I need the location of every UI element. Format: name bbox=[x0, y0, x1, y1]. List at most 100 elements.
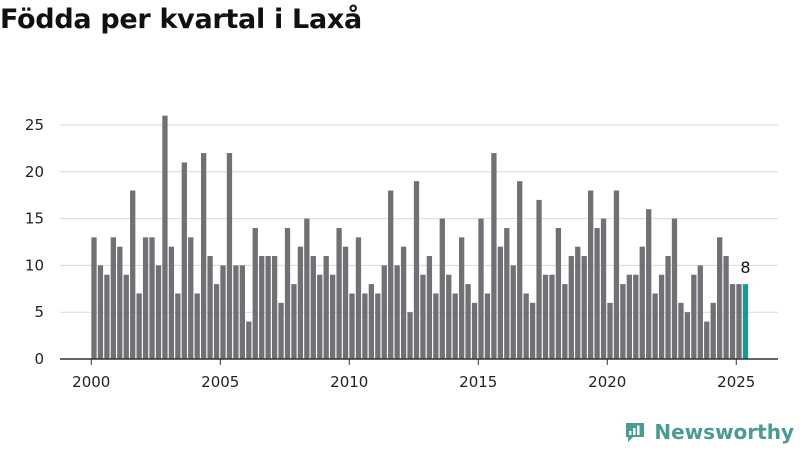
bar bbox=[568, 256, 574, 359]
bar bbox=[549, 274, 555, 359]
bar bbox=[400, 246, 407, 359]
y-tick-label: 15 bbox=[25, 210, 44, 228]
bar bbox=[736, 284, 742, 359]
bar bbox=[213, 284, 220, 359]
bar bbox=[704, 321, 710, 359]
bar bbox=[684, 312, 691, 359]
bar bbox=[388, 190, 394, 359]
y-tick-label: 5 bbox=[34, 303, 44, 321]
bar bbox=[433, 293, 439, 359]
bar bbox=[529, 302, 536, 359]
bar bbox=[123, 274, 129, 359]
bar bbox=[491, 153, 497, 359]
bar bbox=[297, 246, 304, 359]
bar bbox=[729, 284, 736, 359]
bar bbox=[646, 209, 652, 359]
bar bbox=[484, 293, 491, 359]
bar bbox=[478, 218, 484, 359]
brand-logo: Newsworthy bbox=[624, 420, 794, 444]
bar bbox=[188, 237, 194, 359]
bar bbox=[201, 153, 207, 359]
bar bbox=[697, 265, 703, 359]
bar bbox=[691, 274, 697, 359]
bar bbox=[239, 265, 245, 359]
bar bbox=[136, 293, 142, 359]
bar bbox=[336, 227, 342, 359]
bar bbox=[162, 115, 168, 359]
bar bbox=[420, 274, 426, 359]
bar bbox=[555, 227, 562, 359]
bar bbox=[207, 256, 213, 359]
chart-title: Födda per kvartal i Laxå bbox=[0, 4, 362, 35]
bar bbox=[310, 256, 316, 359]
bar bbox=[304, 218, 310, 359]
bar bbox=[220, 265, 226, 359]
bar bbox=[452, 293, 458, 359]
bar bbox=[671, 218, 678, 359]
bar bbox=[362, 293, 368, 359]
bar bbox=[620, 284, 626, 359]
bar bbox=[459, 237, 465, 359]
x-tick-label: 2015 bbox=[459, 373, 497, 391]
x-tick-label: 2000 bbox=[72, 373, 110, 391]
bar bbox=[588, 190, 594, 359]
bar bbox=[465, 284, 471, 359]
bar bbox=[97, 265, 104, 359]
bar bbox=[407, 312, 413, 359]
bar bbox=[581, 256, 587, 359]
bar bbox=[439, 218, 445, 359]
bar bbox=[510, 265, 516, 359]
bar bbox=[278, 302, 284, 359]
bar bbox=[291, 284, 297, 359]
bar bbox=[594, 227, 600, 359]
bar bbox=[626, 274, 632, 359]
bar bbox=[104, 274, 110, 359]
bar bbox=[471, 302, 478, 359]
bar bbox=[517, 181, 523, 359]
bar bbox=[562, 284, 568, 359]
bar bbox=[226, 153, 233, 359]
bar bbox=[175, 293, 181, 359]
bar bbox=[142, 237, 149, 359]
bar bbox=[658, 274, 665, 359]
bar bbox=[717, 237, 723, 359]
bar bbox=[426, 256, 433, 359]
bar bbox=[575, 246, 581, 359]
x-tick-label: 2005 bbox=[201, 373, 239, 391]
bar bbox=[504, 227, 510, 359]
bar bbox=[349, 293, 355, 359]
newsworthy-logo-icon bbox=[626, 423, 645, 442]
bar bbox=[323, 256, 329, 359]
bar bbox=[381, 265, 387, 359]
bar bbox=[413, 181, 420, 359]
bar bbox=[149, 237, 155, 359]
bar bbox=[542, 274, 549, 359]
bar bbox=[330, 274, 336, 359]
bar bbox=[652, 293, 658, 359]
bar bbox=[639, 246, 645, 359]
bar bbox=[265, 256, 271, 359]
bar bbox=[284, 227, 291, 359]
bar bbox=[252, 227, 258, 359]
bar bbox=[368, 284, 374, 359]
bar bbox=[259, 256, 265, 359]
bars bbox=[91, 115, 749, 359]
bar bbox=[155, 265, 162, 359]
bar bbox=[665, 256, 671, 359]
bar bbox=[233, 265, 239, 359]
y-tick-label: 0 bbox=[34, 350, 44, 368]
bar bbox=[723, 256, 729, 359]
bar bbox=[375, 293, 381, 359]
bar bbox=[446, 274, 452, 359]
bar bbox=[117, 246, 123, 359]
x-tick-label: 2025 bbox=[717, 373, 755, 391]
bar-highlighted bbox=[742, 284, 749, 359]
bar bbox=[110, 237, 116, 359]
bar bbox=[600, 218, 607, 359]
bar bbox=[317, 274, 323, 359]
bar bbox=[613, 190, 620, 359]
bar bbox=[342, 246, 349, 359]
bar bbox=[678, 302, 684, 359]
bar bbox=[271, 256, 278, 359]
